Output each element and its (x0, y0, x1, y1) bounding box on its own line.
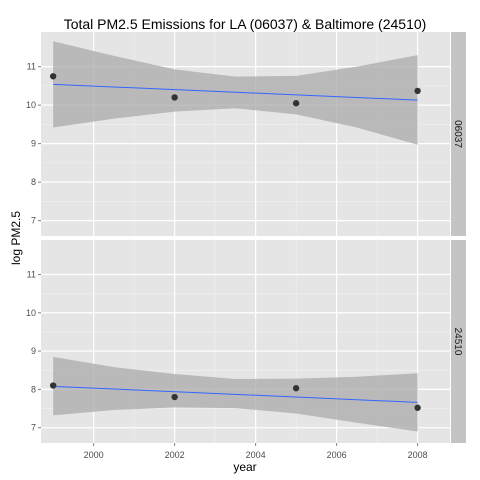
confidence-band (53, 41, 418, 145)
data-point (171, 393, 178, 401)
y-tick-label: 9 (31, 139, 36, 149)
fit-line (53, 83, 418, 101)
fit-line (53, 385, 418, 403)
x-tick-label: 2000 (84, 450, 104, 460)
data-point (49, 73, 57, 80)
y-axis-title: log PM2.5 (9, 211, 23, 265)
data-point (414, 404, 421, 411)
y-tick-label: 8 (31, 384, 36, 394)
facet-panel: 7 8 9 10 11 24510 (26, 240, 466, 443)
x-axis-title: year (233, 460, 256, 474)
facet-panel: 7 8 9 10 11 06037 (26, 32, 466, 236)
y-tick-label: 11 (27, 62, 36, 72)
x-tick-label: 2006 (327, 450, 347, 460)
y-tick-label: 7 (31, 216, 36, 226)
y-tick-label: 10 (26, 308, 36, 318)
x-tick-label: 2002 (165, 450, 185, 460)
data-point (292, 385, 300, 392)
x-tick-label: 2004 (246, 450, 266, 460)
y-tick-label: 8 (31, 177, 36, 187)
facet-strip (451, 32, 466, 236)
facet-strip-label: 24510 (452, 328, 463, 356)
data-point (171, 94, 178, 101)
data-point (49, 382, 57, 389)
x-tick-label: 2008 (408, 450, 428, 460)
facet-panels: 7 8 9 10 11 06037 7 8 9 10 11 24510 2000 2002 2004 2006… (26, 32, 466, 460)
y-tick-label: 9 (31, 346, 36, 356)
facet-strip (451, 240, 466, 443)
y-tick-label: 10 (26, 100, 36, 110)
y-tick-label: 11 (27, 269, 36, 279)
data-point (292, 100, 300, 107)
chart-title: Total PM2.5 Emissions for LA (06037) & B… (64, 16, 427, 32)
facet-strip-label: 06037 (452, 120, 463, 148)
y-tick-label: 7 (31, 423, 36, 433)
data-point (414, 87, 421, 95)
